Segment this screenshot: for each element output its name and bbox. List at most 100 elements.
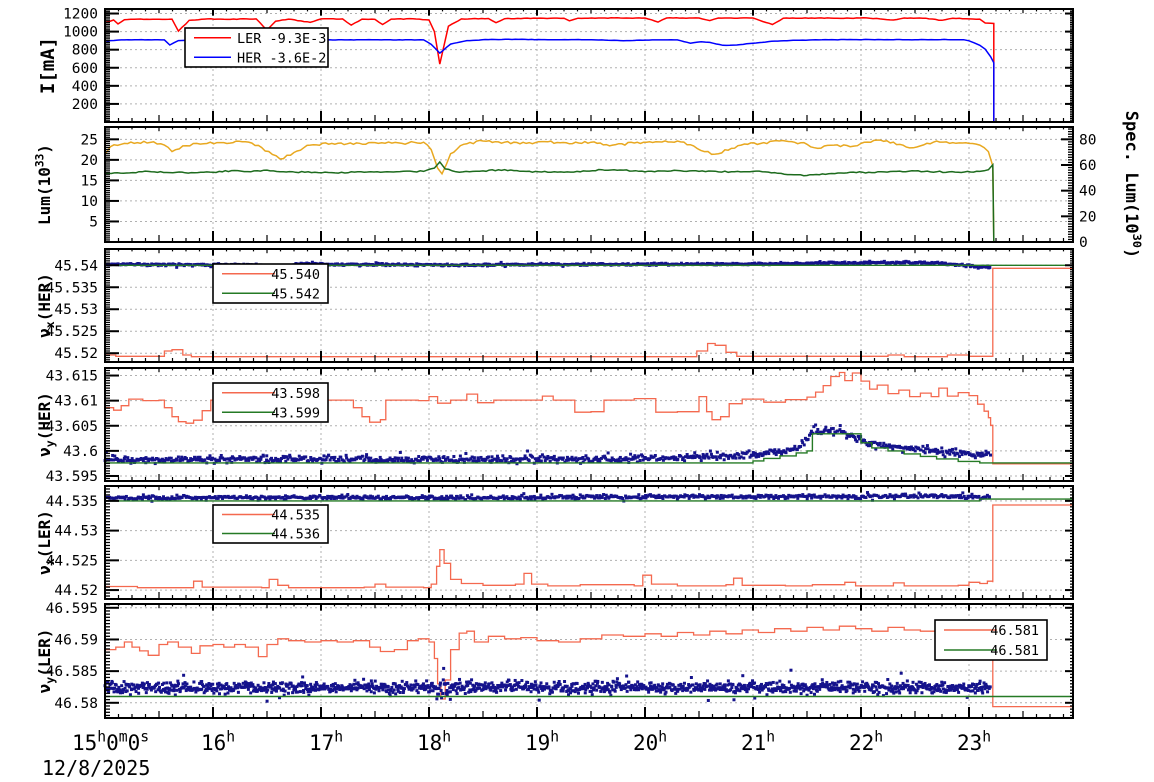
x-tick-label: 18h​ bbox=[417, 729, 451, 755]
y-tick-label: 43.6 bbox=[63, 444, 98, 460]
y-ticks bbox=[105, 126, 1073, 243]
series-tune-scatter bbox=[103, 666, 992, 703]
gridlines bbox=[105, 604, 1073, 718]
y-tick-label: 44.525 bbox=[46, 553, 98, 569]
panel-nux-her: 45.52 45.525 45.53 45.535 45.54 45.540 45.542 bbox=[46, 248, 1074, 363]
y-tick-label: 44.535 bbox=[46, 494, 98, 510]
panel-nux-ler: 44.52 44.525 44.53 44.535 44.535 44.536 bbox=[46, 485, 1074, 600]
x-ticks bbox=[104, 604, 1065, 718]
legend-label: 44.535 bbox=[271, 508, 320, 524]
panel-nuy-ler: 46.58 46.585 46.59 46.595 46.581 46.581 bbox=[46, 601, 1074, 719]
legend-nuy-her: 43.598 43.599 bbox=[212, 382, 329, 423]
legend-label: 46.581 bbox=[990, 643, 1039, 659]
series-ref-line-red bbox=[105, 504, 1073, 589]
legend-beam-current: LER -9.3E-3 HER -3.6E-2 bbox=[184, 27, 329, 68]
y-ticks bbox=[105, 9, 1073, 123]
y-tick-label: 43.615 bbox=[46, 369, 98, 385]
y-tick-label: 25 bbox=[81, 132, 98, 148]
y-tick-label: 46.595 bbox=[46, 601, 98, 617]
series-ler-current bbox=[104, 16, 995, 122]
series-fit-line-green bbox=[105, 498, 1073, 502]
y-axis-title-beam-current: I[mA] bbox=[37, 37, 59, 94]
x-tick-label: 21h​ bbox=[741, 729, 775, 755]
series-fit-line-green bbox=[105, 433, 1074, 464]
panel-frame bbox=[104, 367, 1074, 482]
y-axis-title-nuy-ler: νy​(LER) bbox=[35, 629, 57, 694]
panel-bg bbox=[105, 604, 1073, 718]
y2-tick-label: 80 bbox=[1079, 132, 1096, 148]
y-tick-label: 43.61 bbox=[54, 394, 98, 410]
panel-luminosity: 5 10 15 20 25 0 20 40 60 80 bbox=[81, 126, 1096, 251]
legend-box bbox=[212, 504, 329, 544]
y-tick-label: 45.52 bbox=[54, 346, 98, 362]
series-luminosity bbox=[104, 139, 995, 243]
legend-nuy-ler: 46.581 46.581 bbox=[934, 619, 1048, 661]
series-specific-luminosity bbox=[105, 160, 995, 243]
y2-tick-label: 20 bbox=[1079, 209, 1096, 225]
panel-bg bbox=[105, 127, 1073, 242]
legend-nux-ler: 44.535 44.536 bbox=[212, 504, 329, 544]
series-ref-line-red bbox=[105, 267, 1073, 358]
y-tick-label: 15 bbox=[81, 173, 98, 189]
gridlines bbox=[105, 127, 1073, 242]
y-tick-label: 46.58 bbox=[54, 696, 98, 712]
panel-frame bbox=[104, 248, 1074, 363]
y-axis-title-nux-her: νx​(HER) bbox=[35, 273, 57, 338]
y-ticks bbox=[105, 367, 1073, 482]
legend-label: 46.581 bbox=[990, 623, 1039, 639]
x-tick-label: 16h​ bbox=[201, 729, 235, 755]
y-tick-label: 45.535 bbox=[46, 280, 98, 296]
y-tick-label: 1000 bbox=[63, 25, 98, 41]
x-ticks bbox=[104, 9, 1065, 122]
series-ref-line-red bbox=[105, 371, 1073, 465]
y2-tick-label: 0 bbox=[1079, 235, 1088, 251]
y-tick-label: 43.605 bbox=[46, 419, 98, 435]
panel-nuy-her: 43.595 43.6 43.605 43.61 43.615 43.598 43.599 bbox=[46, 367, 1074, 485]
x-tick-label: 22h​ bbox=[849, 729, 883, 755]
legend-label: 44.536 bbox=[271, 527, 320, 543]
x-tick-label: 15h​0m​0s​ bbox=[72, 729, 149, 755]
x-ticks bbox=[104, 249, 1065, 362]
y-tick-label: 46.585 bbox=[46, 664, 98, 680]
y2-tick-label: 40 bbox=[1079, 184, 1096, 200]
y-tick-label: 44.52 bbox=[54, 583, 98, 599]
y-tick-label: 800 bbox=[72, 43, 98, 59]
y-tick-label: 46.59 bbox=[54, 632, 98, 648]
panel-beam-current: 200 400 600 800 1000 1200 LER -9.3E-3 HER -3.6E… bbox=[63, 7, 1074, 123]
y-ticks bbox=[105, 249, 1073, 363]
y-axis-title-nux-ler: νx​(LER) bbox=[35, 510, 57, 575]
y-tick-label: 5 bbox=[89, 214, 98, 230]
series-tune-scatter bbox=[103, 423, 993, 466]
x-tick-label: 17h​ bbox=[309, 729, 343, 755]
y-tick-label: 600 bbox=[72, 61, 98, 77]
y-axis-title-nuy-her: νy​(HER) bbox=[35, 392, 57, 457]
y-tick-label: 45.525 bbox=[46, 324, 98, 340]
y-tick-label: 1200 bbox=[63, 7, 98, 23]
series-tune-scatter bbox=[104, 491, 991, 503]
legend-box bbox=[934, 619, 1048, 661]
legend-label: HER -3.6E-2 bbox=[237, 50, 326, 66]
x-tick-label: 20h​ bbox=[633, 729, 667, 755]
x-tick-label: 23h​ bbox=[957, 729, 991, 755]
legend-nux-her: 45.540 45.542 bbox=[212, 263, 329, 304]
x-ticks bbox=[104, 368, 1065, 481]
legend-label: 45.542 bbox=[271, 286, 320, 302]
series-ref-line-red bbox=[105, 625, 1073, 708]
y-tick-label: 10 bbox=[81, 194, 98, 210]
x-ticks bbox=[104, 127, 1065, 242]
y-ticks bbox=[105, 485, 1073, 600]
y2-tick-label: 60 bbox=[1079, 158, 1096, 174]
right-axis-title: Spec. Lum(1030​) bbox=[1121, 111, 1144, 258]
y-tick-label: 20 bbox=[81, 153, 98, 169]
y-tick-label: 45.53 bbox=[54, 302, 98, 318]
y-tick-label: 44.53 bbox=[54, 524, 98, 540]
legend-label: 43.598 bbox=[271, 386, 320, 402]
legend-box bbox=[184, 27, 329, 68]
x-tick-label: 19h​ bbox=[525, 729, 559, 755]
legend-box bbox=[212, 382, 329, 423]
legend-label: LER -9.3E-3 bbox=[237, 31, 326, 47]
legend-box bbox=[212, 263, 329, 304]
x-ticks bbox=[104, 486, 1065, 599]
